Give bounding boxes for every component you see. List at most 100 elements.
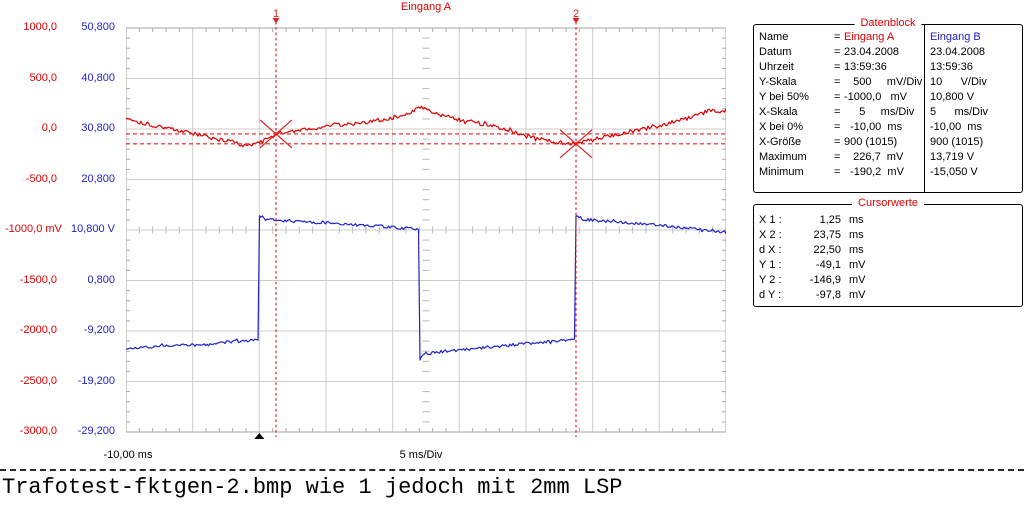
datenblock-row: Datum = 23.04.2008 23.04.2008 [754, 45, 1022, 60]
datenblock-db-eq: = [834, 46, 841, 58]
datenblock-db-label: X bei 0% [759, 121, 804, 133]
red-axis-tick: -1000,0 mV [5, 223, 62, 235]
datenblock-db-b: 10,800 V [930, 91, 975, 103]
grid [126, 27, 726, 433]
datenblock-db-b: 13:59:36 [930, 61, 973, 73]
datenblock-row: Y bei 50% = -1000,0 mV 10,800 V [754, 90, 1022, 105]
cursor-2[interactable]: 2 [572, 8, 580, 437]
datenblock-db-b: 23.04.2008 [930, 46, 986, 58]
blue-axis-tick: 20,800 [81, 172, 115, 185]
datenblock-db-b: 900 (1015) [930, 136, 984, 148]
datenblock-db-label: Y-Skala [759, 76, 797, 88]
red-axis-tick: -1500,0 [19, 273, 57, 286]
cursorwerte-unit: ms [849, 229, 864, 241]
datenblock-db-eq: = [834, 91, 841, 103]
datenblock-db-label: Datum [759, 46, 792, 58]
red-axis-tick: 1000,0 [23, 21, 57, 33]
datenblock-db-label: Uhrzeit [759, 61, 794, 73]
datenblock-db-b: Eingang B [930, 31, 981, 43]
datenblock-db-eq: = [834, 61, 841, 73]
datenblock-db-label: Name [759, 31, 789, 43]
cursorwerte-val: 23,75 [813, 229, 841, 241]
cursorwerte-label: d X : [759, 244, 782, 256]
datenblock-title: Datenblock [854, 17, 922, 29]
cursorwerte-unit: ms [849, 244, 864, 256]
cursor-1-handle [272, 18, 280, 24]
trace-eingang-a [126, 105, 726, 148]
datenblock-db-a: 23.04.2008 [844, 46, 900, 58]
trigger-marker[interactable] [254, 433, 265, 439]
datenblock-row: Name = Eingang A Eingang B [754, 30, 1022, 45]
datenblock-db-b: -10,00 ms [930, 121, 982, 133]
blue-axis-tick: -9,200 [83, 324, 115, 336]
blue-axis-tick: 50,800 [81, 21, 115, 33]
cursorwerte-title: Cursorwerte [852, 197, 924, 209]
cursorwerte-val: 1,25 [819, 214, 841, 226]
caption-text: Trafotest-fktgen-2.bmp wie 1 jedoch mit … [2, 475, 623, 500]
red-axis-tick: -3000,0 [19, 425, 57, 437]
cursor-intersection-marker-1 [259, 119, 293, 149]
datenblock-db-b: 13,719 V [930, 151, 975, 163]
datenblock-db-eq: = [834, 76, 841, 88]
blue-axis-tick: 10,800 V [70, 223, 115, 235]
blue-axis-tick: -19,200 [77, 374, 115, 387]
cursorwerte-row: Y 2 : -146,9 mV [754, 273, 1022, 288]
cursorwerte-label: Y 1 : [759, 259, 782, 271]
datenblock-row: Y-Skala = 500 mV/Div 10 V/Div [754, 75, 1022, 90]
cursorwerte-row: X 1 : 1,25 ms [754, 213, 1022, 228]
red-axis-tick: -500,0 [25, 172, 57, 185]
blue-axis-tick: 30,800 [81, 122, 115, 134]
cursor-2-label: 2 [573, 8, 579, 20]
cursorwerte-val: -97,8 [815, 289, 841, 301]
datenblock-row: X bei 0% = -10,00 ms -10,00 ms [754, 120, 1022, 135]
datenblock-db-eq: = [834, 121, 841, 133]
datenblock-row: Maximum = 226,7 mV 13,719 V [754, 150, 1022, 165]
blue-axis-tick: -29,200 [77, 425, 115, 437]
x-axis-scale-label: 5 ms/Div [399, 449, 443, 461]
datenblock-row: X-Skala = 5 ms/Div 5 ms/Div [754, 105, 1022, 120]
chart-title: Eingang A [400, 1, 452, 13]
cursor-1-label: 1 [273, 8, 279, 20]
cursorwerte-row: X 2 : 23,75 ms [754, 228, 1022, 243]
datenblock-db-eq: = [834, 106, 841, 118]
datenblock-db-label: Maximum [759, 151, 807, 163]
datenblock-row: X-Größe = 900 (1015) 900 (1015) [754, 135, 1022, 150]
datenblock-db-a: 500 mV/Div [844, 76, 923, 88]
blue-axis-tick: 0,800 [87, 273, 115, 286]
datenblock-db-a: -190,2 mV [844, 166, 904, 178]
cursorwerte-val: -49,1 [815, 259, 841, 271]
cursorwerte-label: X 2 : [759, 229, 782, 241]
cursorwerte-row: d Y : -97,8 mV [754, 288, 1022, 303]
datenblock-db-a: -10,00 ms [844, 121, 903, 133]
datenblock-panel: Datenblock Name = Eingang A Eingang B Datum =… [753, 17, 1023, 193]
datenblock-db-eq: = [834, 136, 841, 148]
cursorwerte-rows: X 1 : 1,25 ms X 2 : 23,75 ms d X : 22,50 ms Y 1 :… [754, 205, 1022, 303]
cursor-1[interactable]: 1 [272, 8, 280, 437]
cursorwerte-row: d X : 22,50 ms [754, 243, 1022, 258]
cursorwerte-unit: mV [849, 289, 866, 301]
datenblock-rows: Name = Eingang A Eingang B Datum = 23.04.2008 2… [754, 25, 1022, 180]
datenblock-column-divider [924, 25, 925, 192]
blue-axis-tick: 40,800 [81, 71, 115, 84]
datenblock-db-label: Minimum [759, 166, 804, 178]
datenblock-db-eq: = [834, 166, 841, 178]
trace-eingang-b [126, 215, 726, 361]
red-axis-tick: -2500,0 [19, 374, 57, 387]
cursorwerte-unit: mV [849, 274, 866, 286]
red-axis-tick: -2000,0 [19, 324, 57, 336]
datenblock-db-b: -15,050 V [930, 166, 978, 178]
datenblock-db-b: 10 V/Div [930, 76, 987, 88]
cursorwerte-label: X 1 : [759, 214, 782, 226]
red-axis-tick: 0,0 [41, 122, 57, 134]
cursorwerte-panel: Cursorwerte X 1 :1,25 ms X 2 :23,75 ms d X :… [753, 197, 1023, 307]
cursor-2-handle [572, 18, 580, 24]
datenblock-db-a: 226,7 mV [844, 151, 904, 163]
cursorwerte-unit: mV [849, 259, 866, 271]
datenblock-db-a: 5 ms/Div [844, 106, 915, 118]
red-axis-tick: 500,0 [29, 71, 57, 84]
cursorwerte-label: Y 2 : [759, 274, 782, 286]
datenblock-db-a: 13:59:36 [844, 61, 887, 73]
cursorwerte-val: 22,50 [813, 244, 841, 256]
